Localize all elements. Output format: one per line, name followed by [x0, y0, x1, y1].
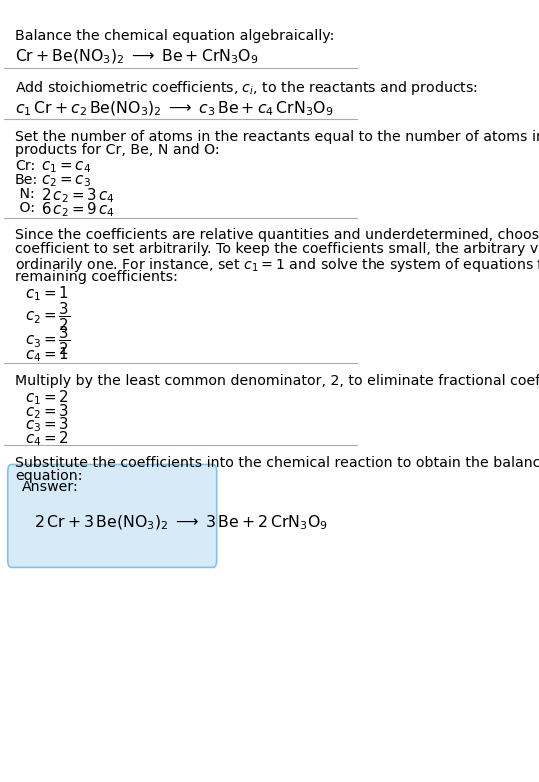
Text: N:: N: [15, 187, 34, 201]
Text: Cr:: Cr: [15, 159, 35, 173]
Text: remaining coefficients:: remaining coefficients: [15, 270, 178, 284]
Text: $c_4 = 2$: $c_4 = 2$ [25, 429, 70, 448]
Text: Answer:: Answer: [22, 480, 79, 494]
Text: $2\,c_2 = 3\,c_4$: $2\,c_2 = 3\,c_4$ [42, 187, 115, 206]
Text: $c_3 = \dfrac{3}{2}$: $c_3 = \dfrac{3}{2}$ [25, 325, 71, 357]
Text: $\mathrm{2\,Cr + 3\,Be(NO_3)_2 \;\longrightarrow\; 3\,Be + 2\,CrN_3O_9}$: $\mathrm{2\,Cr + 3\,Be(NO_3)_2 \;\longri… [34, 513, 328, 532]
Text: O:: O: [15, 201, 35, 215]
Text: ordinarily one. For instance, set $c_1 = 1$ and solve the system of equations fo: ordinarily one. For instance, set $c_1 =… [15, 256, 539, 274]
Text: equation:: equation: [15, 469, 82, 483]
Text: $\mathrm{Cr + Be(NO_3)_2 \;\longrightarrow\; Be + CrN_3O_9}$: $\mathrm{Cr + Be(NO_3)_2 \;\longrightarr… [15, 48, 259, 66]
Text: $c_4 = 1$: $c_4 = 1$ [25, 346, 70, 364]
Text: coefficient to set arbitrarily. To keep the coefficients small, the arbitrary va: coefficient to set arbitrarily. To keep … [15, 242, 539, 256]
Text: products for Cr, Be, N and O:: products for Cr, Be, N and O: [15, 143, 219, 157]
Text: Substitute the coefficients into the chemical reaction to obtain the balanced: Substitute the coefficients into the che… [15, 456, 539, 470]
Text: Add stoichiometric coefficients, $c_i$, to the reactants and products:: Add stoichiometric coefficients, $c_i$, … [15, 79, 478, 97]
FancyBboxPatch shape [8, 465, 217, 568]
Text: $c_1 = c_4$: $c_1 = c_4$ [42, 159, 92, 174]
Text: $c_2 = \dfrac{3}{2}$: $c_2 = \dfrac{3}{2}$ [25, 300, 71, 333]
Text: Be:: Be: [15, 173, 38, 187]
Text: $c_3 = 3$: $c_3 = 3$ [25, 416, 70, 435]
Text: Set the number of atoms in the reactants equal to the number of atoms in the: Set the number of atoms in the reactants… [15, 130, 539, 144]
Text: Since the coefficients are relative quantities and underdetermined, choose a: Since the coefficients are relative quan… [15, 228, 539, 242]
Text: Balance the chemical equation algebraically:: Balance the chemical equation algebraica… [15, 29, 334, 43]
Text: $c_2 = c_3$: $c_2 = c_3$ [42, 173, 91, 188]
Text: $c_1 = 2$: $c_1 = 2$ [25, 388, 70, 407]
Text: $c_1 = 1$: $c_1 = 1$ [25, 284, 70, 303]
Text: Multiply by the least common denominator, 2, to eliminate fractional coefficient: Multiply by the least common denominator… [15, 374, 539, 388]
Text: $6\,c_2 = 9\,c_4$: $6\,c_2 = 9\,c_4$ [42, 201, 115, 220]
Text: $c_1\,\mathrm{Cr} + c_2\,\mathrm{Be(NO_3)_2} \;\longrightarrow\; c_3\,\mathrm{Be: $c_1\,\mathrm{Cr} + c_2\,\mathrm{Be(NO_3… [15, 99, 333, 118]
Text: $c_2 = 3$: $c_2 = 3$ [25, 402, 70, 421]
